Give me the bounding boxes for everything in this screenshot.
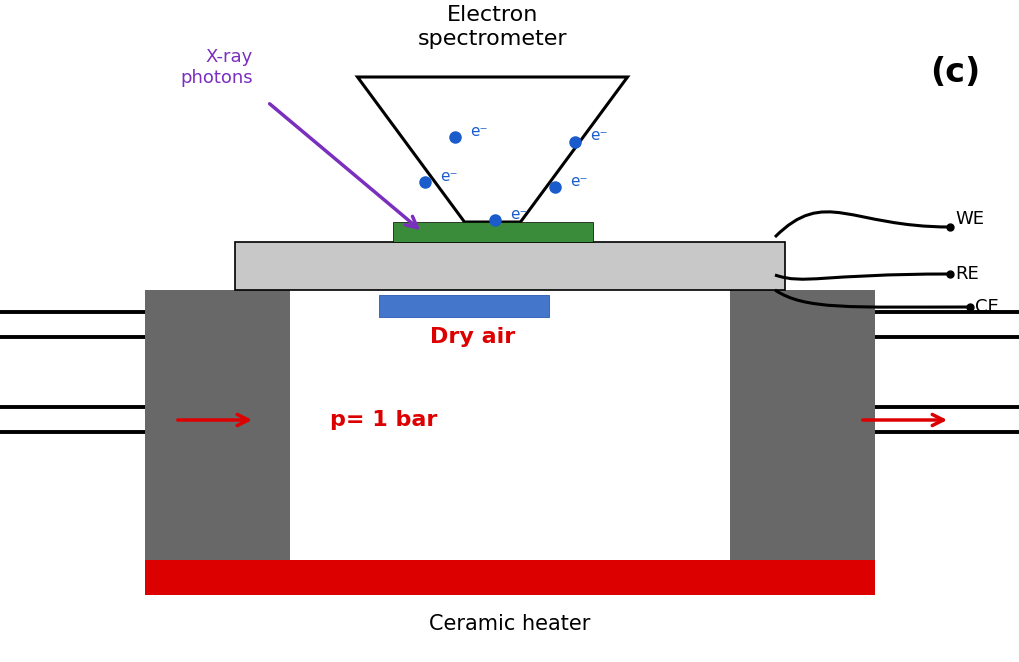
Text: p= 1 bar: p= 1 bar — [330, 410, 437, 430]
Text: e⁻: e⁻ — [510, 207, 527, 222]
Bar — [145, 290, 289, 505]
Text: WE: WE — [954, 210, 983, 228]
Text: Electron
spectrometer: Electron spectrometer — [417, 5, 567, 48]
Text: e⁻: e⁻ — [470, 124, 487, 138]
Text: e⁻: e⁻ — [570, 173, 587, 189]
Bar — [730, 290, 874, 505]
Bar — [289, 290, 730, 560]
Bar — [234, 242, 785, 290]
Bar — [145, 505, 874, 560]
Text: X-ray
photons: X-ray photons — [179, 48, 253, 87]
Bar — [392, 222, 592, 242]
Bar — [379, 295, 549, 317]
Text: Dry air: Dry air — [430, 327, 515, 347]
Text: CE: CE — [974, 298, 998, 316]
Text: RE: RE — [954, 265, 978, 283]
Text: Ceramic heater: Ceramic heater — [429, 614, 590, 634]
Text: e⁻: e⁻ — [589, 128, 607, 144]
Text: (c): (c) — [929, 56, 979, 89]
Text: e⁻: e⁻ — [439, 169, 458, 183]
Bar — [145, 560, 874, 595]
Polygon shape — [357, 77, 627, 222]
